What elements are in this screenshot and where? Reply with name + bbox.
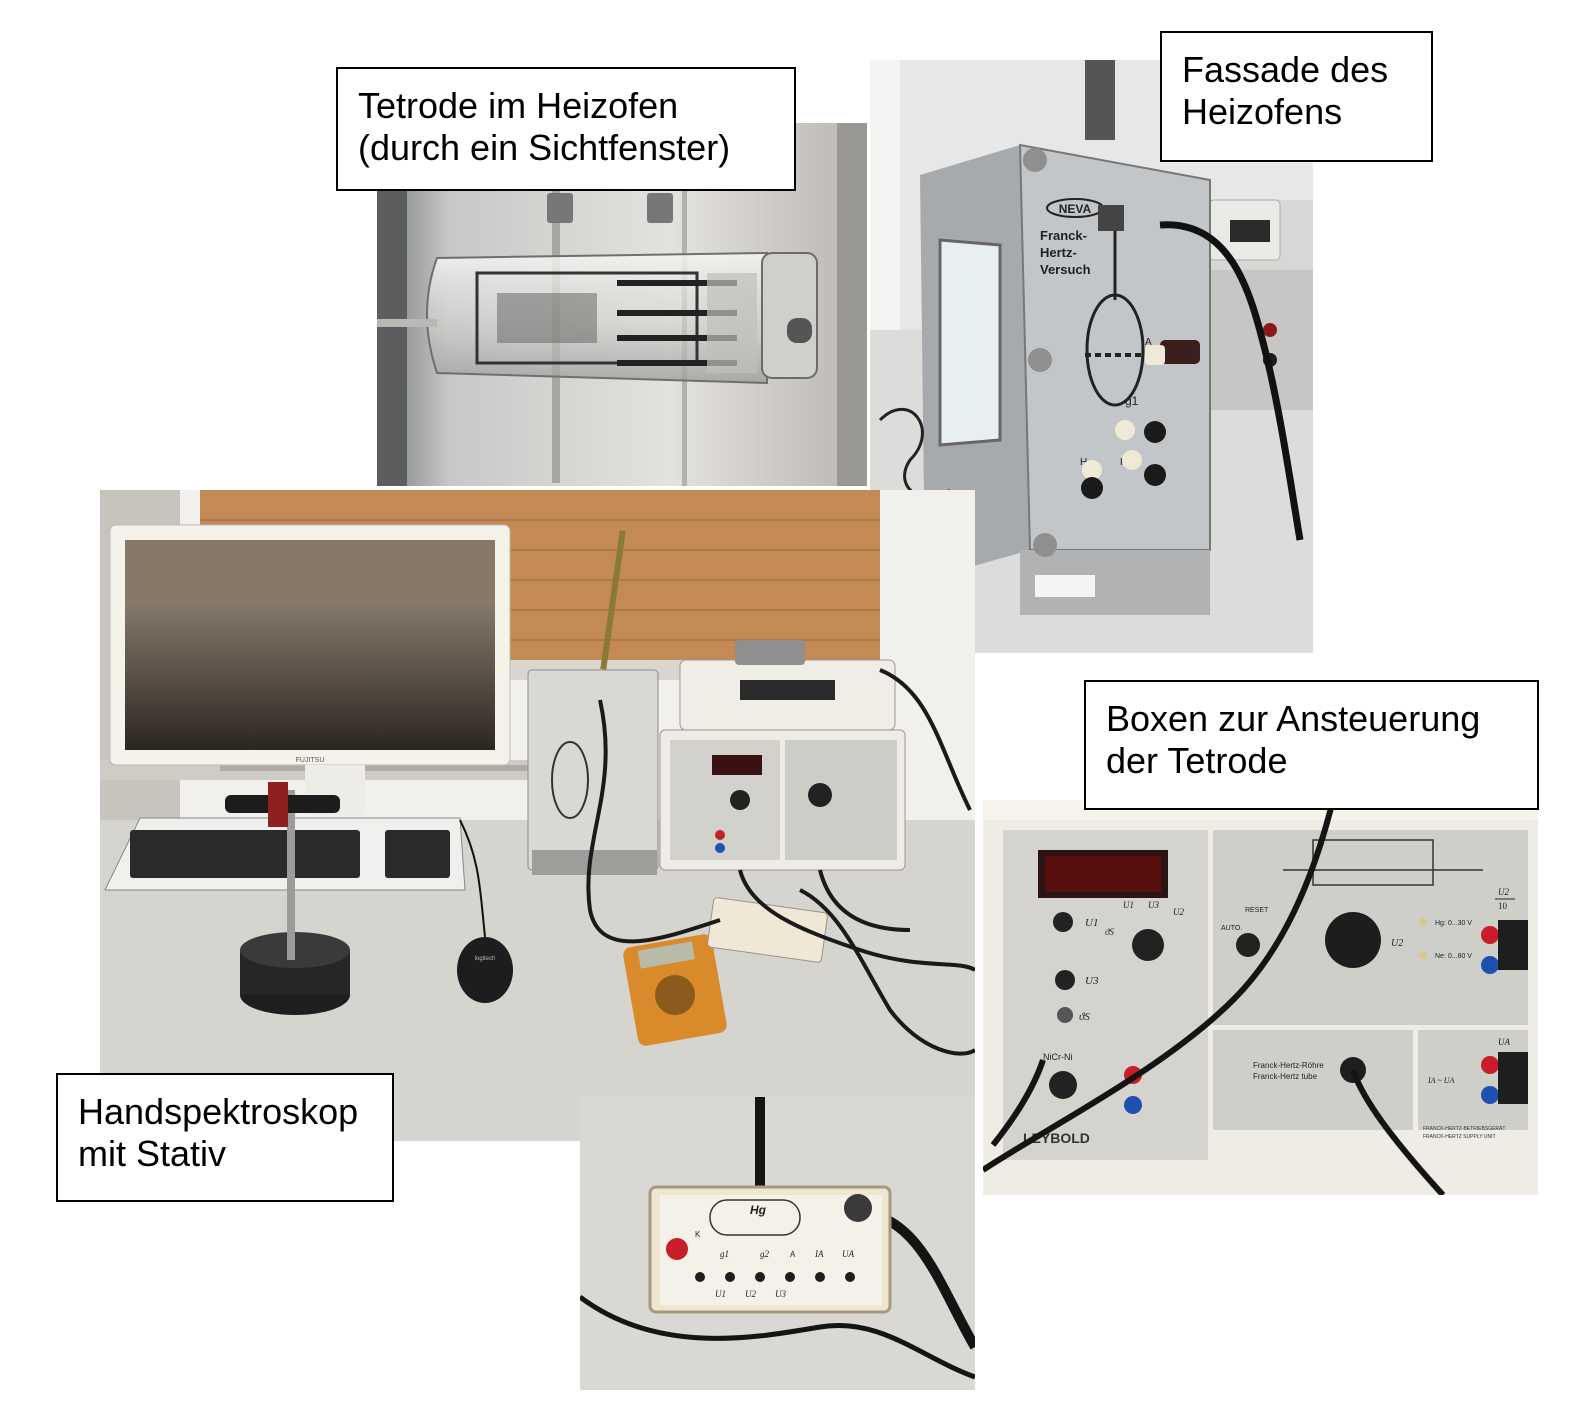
tube-label-h: H [1080,457,1087,468]
hg-box-g1: g1 [720,1249,729,1259]
tube-label-g1: g1 [1125,394,1139,408]
mouse-brand: logitech [475,956,496,962]
supply-sensor-label: NiCr-Ni [1043,1052,1073,1062]
supply-tube-en: Franck-Hertz tube [1253,1072,1318,1081]
oven-title-3: Versuch [1040,262,1091,277]
supply-selector-u1: U1 [1123,900,1134,910]
hg-box-ua: UA [842,1249,854,1259]
label-facade-line1: Fassade des [1182,49,1389,90]
photo-hg-box: Hg K g1 g2 A IA UA U1 U2 U3 [580,1097,975,1390]
supply-range-hg: Hg: 0...30 V [1435,920,1472,927]
supply-range-ne: Ne: 0...80 V [1435,953,1472,960]
label-spectroscope: Handspektroskop mit Stativ [56,1073,394,1202]
hg-box-title: Hg [750,1203,767,1217]
oven-title-2: Hertz- [1040,245,1077,260]
label-boxes-line1: Boxen zur Ansteuerung [1106,698,1481,739]
supply-ua-label: UA [1498,1037,1510,1047]
supply-unit-de: FRANCK-HERTZ-BETRIEBSGERÄT [1423,1125,1505,1132]
label-boxes: Boxen zur Ansteuerung der Tetrode [1084,680,1539,810]
monitor-brand: FUJITSU [296,757,325,764]
photo-workbench: FUJITSU logitech [100,490,975,1141]
supply-selector-theta: ϑS [1105,927,1114,937]
label-tetrode-line1: Tetrode im Heizofen [358,85,679,126]
supply-knob-u2: U2 [1391,938,1403,949]
hg-box-u1: U1 [715,1289,726,1299]
label-tetrode: Tetrode im Heizofen (durch ein Sichtfens… [336,67,796,191]
hg-box-g2: g2 [760,1249,770,1259]
supply-knob-theta: ϑS [1079,1011,1090,1023]
tube-label-a: A [1145,337,1152,348]
label-facade: Fassade des Heizofens [1160,31,1433,162]
supply-u2-denominator: 10 [1498,901,1508,911]
supply-knob-u1: U1 [1085,917,1098,929]
label-spectroscope-line2: mit Stativ [78,1133,227,1174]
supply-unit-en: FRANCK-HERTZ SUPPLY UNIT [1423,1134,1496,1140]
oven-title-1: Franck- [1040,228,1087,243]
neva-logo: NEVA [1059,202,1092,216]
hg-box-u2: U2 [745,1289,756,1299]
supply-ratio-label: IA ~ UA [1427,1076,1455,1085]
supply-selector-u2: U2 [1173,907,1184,917]
supply-u2-over-label: U2 [1498,887,1509,897]
hg-box-ia: IA [814,1249,824,1259]
supply-knob-u3: U3 [1085,975,1099,987]
photo-supply-unit: U1 U3 ϑS U1 U3 U2 ϑS NiCr-Ni AUTO. RESET… [983,800,1538,1195]
hg-box-u3: U3 [775,1289,786,1299]
supply-mode-reset: RESET [1245,907,1269,914]
hg-box-k: K [695,1230,701,1239]
label-tetrode-line2: (durch ein Sichtfenster) [358,127,731,168]
supply-selector-u3: U3 [1148,900,1159,910]
label-boxes-line2: der Tetrode [1106,740,1288,781]
label-spectroscope-line1: Handspektroskop [78,1091,359,1132]
label-facade-line2: Heizofens [1182,91,1343,132]
supply-mode-auto: AUTO. [1221,925,1242,932]
hg-box-a: A [790,1250,796,1259]
supply-tube-de: Franck-Hertz-Röhre [1253,1061,1324,1070]
